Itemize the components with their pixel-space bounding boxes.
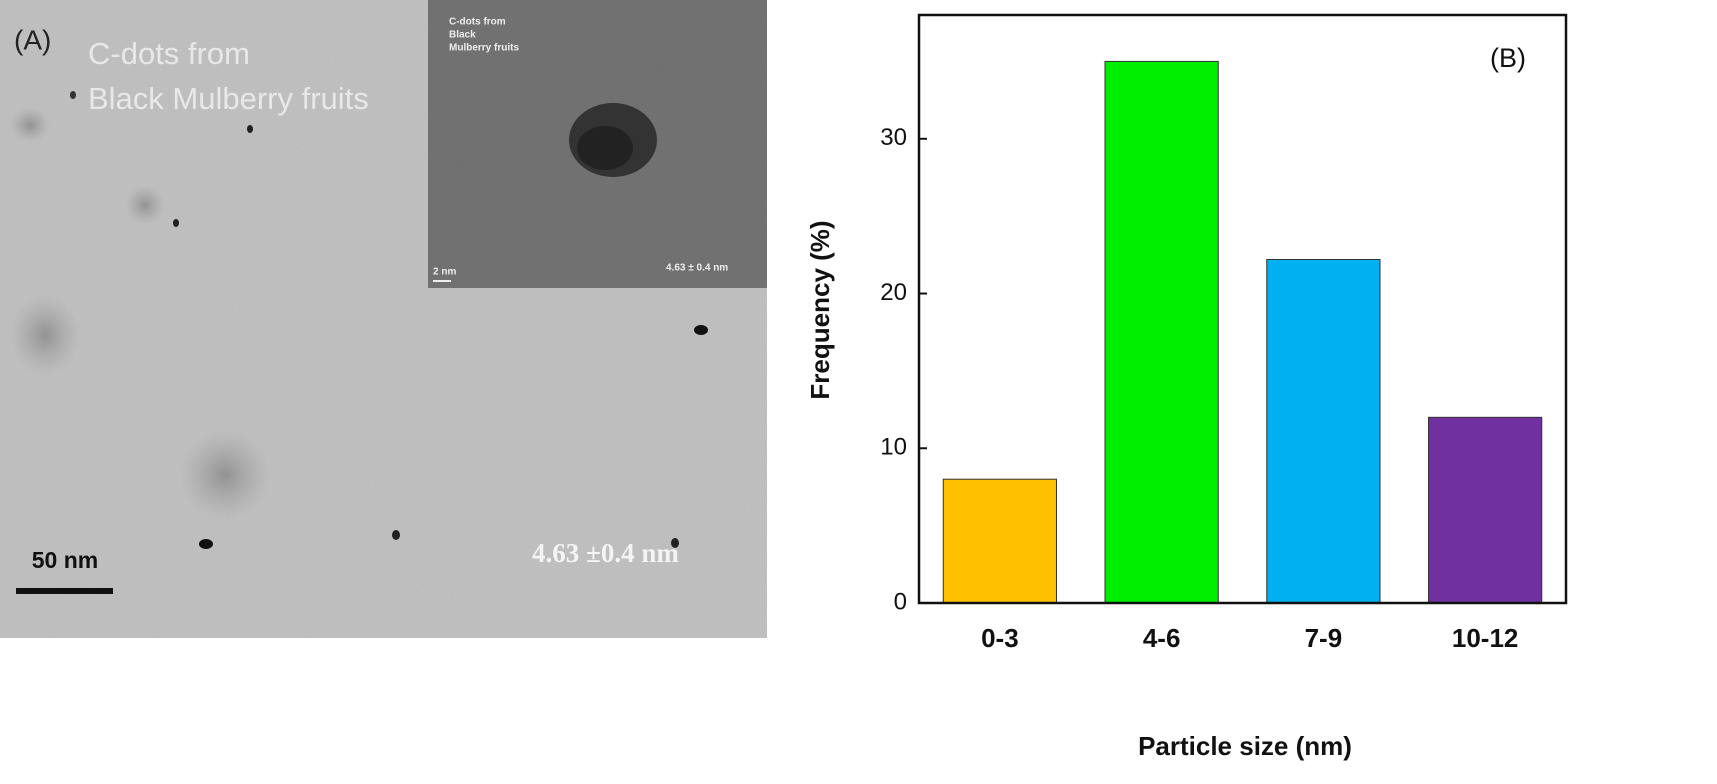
inset-caption: C-dots from <box>449 17 506 28</box>
inset-caption: Mulberry fruits <box>449 43 519 54</box>
inset-scale-bar <box>433 280 451 282</box>
bar <box>942 478 1057 604</box>
x-tick-label: 4-6 <box>1143 623 1181 653</box>
tem-image: (A) C-dots from Black Mulberry fruits 50… <box>0 0 767 638</box>
x-axis-label: Particle size (nm) <box>1138 731 1352 761</box>
bar <box>1104 60 1219 604</box>
inset: C-dots from Black Mulberry fruits 2 nm 4… <box>428 0 767 288</box>
inset-size-label: 4.63 ± 0.4 nm <box>666 263 728 274</box>
y-tick-label: 10 <box>880 434 907 461</box>
caption: C-dots from <box>88 36 250 71</box>
panel-label: (B) <box>1490 43 1526 73</box>
caption: Black Mulberry fruits <box>88 81 369 116</box>
x-tick-label: 10-12 <box>1452 623 1519 653</box>
size-label: 4.63 ±0.4 nm <box>532 538 679 568</box>
x-tick-label: 7-9 <box>1305 623 1343 653</box>
y-tick-label: 30 <box>880 124 907 151</box>
y-axis-label: Frequency (%) <box>805 220 835 399</box>
inset-caption: Black <box>449 30 476 41</box>
bar <box>1428 416 1543 604</box>
scale-bar-label: 50 nm <box>32 547 98 573</box>
y-tick-label: 0 <box>894 588 907 615</box>
plot-frame <box>917 13 1568 605</box>
panel-label: (A) <box>14 24 51 55</box>
x-tick-label: 0-3 <box>981 623 1019 653</box>
bar <box>1266 258 1381 604</box>
bar-chart: (B) Particle size (nm) Frequency (%) 0 10… <box>805 13 1568 761</box>
y-tick-label: 20 <box>880 279 907 306</box>
scale-bar <box>16 588 113 594</box>
inset-scale-label: 2 nm <box>433 267 456 278</box>
